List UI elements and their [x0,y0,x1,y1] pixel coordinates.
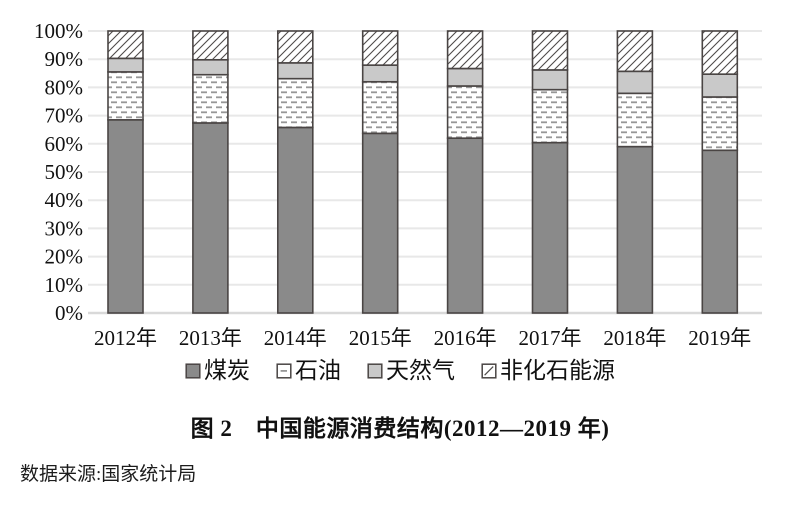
legend-label-coal: 煤炭 [204,358,250,383]
bar-2014年-nonfossil [276,30,314,64]
legend-item-gas: 天然气 [367,358,455,383]
bar-2017年-gas [531,69,569,91]
legend-label-oil: 石油 [295,358,341,383]
x-tick-2017年: 2017年 [519,326,582,350]
bar-2018年-gas [616,70,654,95]
bar-2016年-nonfossil [446,30,484,70]
bar-2012年-oil [107,71,144,121]
y-tick-60%: 60% [45,132,84,156]
y-tick-90%: 90% [45,47,84,71]
legend-label-nonfossil: 非化石能源 [500,358,615,383]
y-tick-0%: 0% [55,301,83,325]
y-tick-10%: 10% [45,273,84,297]
y-tick-30%: 30% [45,216,84,240]
legend-marker-coal-icon [185,363,201,379]
bar-2013年-gas [192,58,229,76]
bar-2013年-coal [192,122,229,314]
stacked-bar-chart: 0% 10% 20% 30% 40% 50% 60% 70% 80% 90% 100% 2012年 20… [34,19,762,350]
bar-2012年-nonfossil [107,30,144,60]
x-tick-2018年: 2018年 [603,326,666,350]
x-tick-2016年: 2016年 [434,326,497,350]
legend-marker-gas-icon [367,363,383,379]
x-tick-2019年: 2019年 [688,326,751,350]
x-tick-2012年: 2012年 [94,326,157,350]
y-tick-20%: 20% [45,245,84,269]
bar-2014年-oil [276,77,314,129]
legend-marker-nonfossil-icon [481,363,497,379]
bar-2019年-nonfossil [701,30,739,75]
bar-2015年-coal [361,132,399,314]
bar-2014年-coal [276,126,314,314]
legend-label-gas: 天然气 [386,358,455,383]
bar-2013年-nonfossil [192,30,229,61]
bar-2019年-gas [701,73,739,98]
x-tick-2013年: 2013年 [179,326,242,350]
bar-2015年-oil [361,80,399,135]
bar-2016年-gas [446,67,484,87]
x-tick-2014年: 2014年 [264,326,327,350]
y-tick-100%: 100% [34,19,83,43]
bar-2013年-oil [192,73,229,124]
legend-item-oil: 石油 [276,358,341,383]
figure-title: 图 2 中国能源消费结构(2012—2019 年) [190,416,610,442]
bar-2016年-oil [446,85,484,139]
legend-item-nonfossil: 非化石能源 [481,358,615,383]
legend-marker-oil-icon [276,363,292,379]
y-tick-80%: 80% [45,75,84,99]
y-tick-50%: 50% [45,160,84,184]
bar-2018年-coal [616,145,654,314]
bar-2017年-oil [531,88,569,144]
bar-2012年-gas [107,57,144,73]
bar-2019年-coal [701,149,739,314]
chart-legend: 煤炭 石油 天然气 非化石能源 [0,358,800,383]
y-tick-70%: 70% [45,104,84,128]
bar-2017年-coal [531,141,569,314]
data-source: 数据来源:国家统计局 [20,464,197,486]
bar-2019年-oil [701,96,739,152]
legend-item-coal: 煤炭 [185,358,250,383]
bar-2015年-gas [361,64,399,83]
bar-2018年-oil [616,92,654,148]
bar-2014年-gas [276,62,314,80]
bar-2016年-coal [446,137,484,314]
bar-2017年-nonfossil [531,30,569,71]
y-tick-40%: 40% [45,188,84,212]
bar-2012年-coal [107,119,144,314]
x-tick-2015年: 2015年 [349,326,412,350]
bar-2015年-nonfossil [361,30,399,66]
bar-2018年-nonfossil [616,30,654,73]
